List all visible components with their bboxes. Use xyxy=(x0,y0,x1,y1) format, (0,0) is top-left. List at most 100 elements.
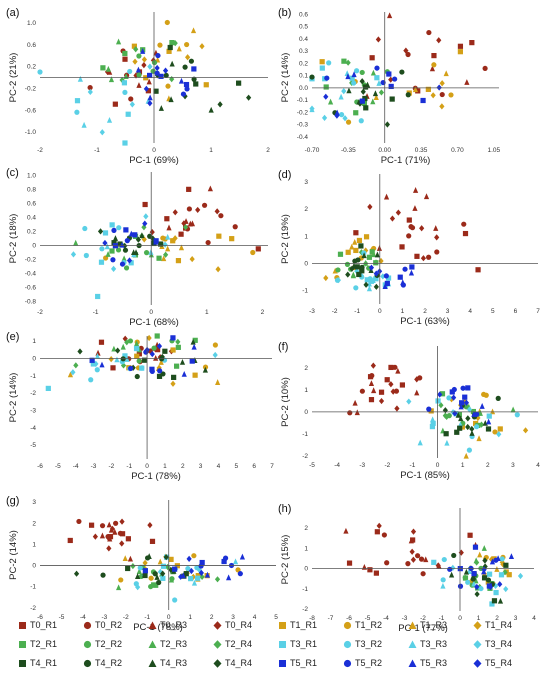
data-point xyxy=(104,243,110,250)
data-point xyxy=(212,351,218,359)
data-point xyxy=(483,392,489,398)
data-point xyxy=(235,567,241,573)
x-tick-label: -1 xyxy=(439,615,445,622)
legend-marker xyxy=(19,660,26,668)
x-tick-label: -2 xyxy=(420,615,426,622)
data-point xyxy=(198,563,204,569)
data-point xyxy=(135,584,141,591)
data-point xyxy=(423,193,430,200)
data-point xyxy=(442,407,448,414)
data-point xyxy=(89,357,95,363)
data-point xyxy=(158,105,164,111)
data-point xyxy=(393,388,400,394)
y-tick-label: -0.1 xyxy=(297,97,309,104)
data-point xyxy=(410,528,417,535)
data-point xyxy=(100,65,106,71)
data-point xyxy=(120,343,126,350)
data-point xyxy=(464,79,470,85)
legend-item: T1_R3 xyxy=(408,620,447,630)
data-point xyxy=(229,236,235,242)
data-point xyxy=(363,105,369,111)
data-point xyxy=(385,275,392,281)
x-tick-label: 0 xyxy=(378,308,382,315)
y-tick-label: -2 xyxy=(302,606,308,613)
data-point xyxy=(423,556,429,563)
x-tick-label: -4 xyxy=(73,463,79,470)
y-tick-label: 0.5 xyxy=(299,24,308,31)
data-point xyxy=(165,233,171,240)
data-point xyxy=(370,69,377,76)
data-point xyxy=(124,339,130,346)
data-point xyxy=(194,565,200,571)
data-point xyxy=(367,567,373,573)
legend-marker xyxy=(19,641,26,649)
data-point xyxy=(388,76,394,83)
data-point xyxy=(426,254,432,260)
data-point xyxy=(132,232,138,238)
x-tick-label: -5 xyxy=(59,614,65,621)
data-point xyxy=(105,251,111,257)
data-point xyxy=(497,426,503,432)
data-point xyxy=(486,583,492,589)
data-point xyxy=(366,254,372,260)
data-point xyxy=(406,398,412,405)
data-point xyxy=(465,579,471,585)
data-point xyxy=(122,50,128,57)
data-point xyxy=(202,366,208,373)
y-tick-label: -2 xyxy=(30,390,36,397)
x-tick-label: 7 xyxy=(536,308,540,315)
legend-item: T4_R3 xyxy=(148,658,187,668)
y-tick-label: 1 xyxy=(304,387,308,394)
data-point xyxy=(434,234,440,241)
data-point xyxy=(142,568,148,574)
data-point xyxy=(161,255,167,262)
y-tick-label: -0.4 xyxy=(297,134,309,141)
data-point xyxy=(324,75,330,81)
data-point xyxy=(45,385,51,392)
data-point xyxy=(406,217,412,223)
data-point xyxy=(460,385,466,391)
data-point xyxy=(410,537,416,543)
data-point xyxy=(477,551,483,558)
data-point xyxy=(496,431,502,438)
y-tick-label: -3 xyxy=(30,407,36,414)
data-point xyxy=(383,273,389,279)
x-tick-label: -2 xyxy=(384,462,390,469)
data-point xyxy=(147,100,153,107)
data-point xyxy=(106,116,113,123)
x-tick-label: -6 xyxy=(37,614,43,621)
data-point xyxy=(156,579,162,586)
legend-item: T2_R1 xyxy=(18,639,57,649)
data-point xyxy=(319,59,325,65)
data-point xyxy=(188,567,195,575)
data-point xyxy=(486,418,492,425)
data-point xyxy=(111,240,117,246)
x-tick-label: 2 xyxy=(210,614,214,621)
data-point xyxy=(174,363,180,369)
data-point xyxy=(67,371,74,378)
data-point xyxy=(186,186,192,192)
data-point xyxy=(94,352,101,359)
data-point xyxy=(175,338,181,345)
data-point xyxy=(134,340,140,347)
data-point xyxy=(204,571,211,578)
data-point xyxy=(435,398,441,404)
data-point xyxy=(482,65,488,72)
data-point xyxy=(503,562,509,568)
x-tick-label: 1 xyxy=(401,308,405,315)
y-tick-label: 2 xyxy=(304,206,308,213)
legend-item: T5_R2 xyxy=(343,658,382,668)
x-tick-label: -3 xyxy=(101,614,107,621)
data-point xyxy=(458,549,464,556)
data-point xyxy=(208,106,214,113)
data-point xyxy=(352,399,358,406)
data-point xyxy=(128,365,134,371)
data-point xyxy=(87,84,93,91)
data-point xyxy=(352,238,358,245)
data-point xyxy=(136,82,142,88)
data-point xyxy=(356,237,363,244)
data-point xyxy=(184,41,190,48)
x-tick-label: 2 xyxy=(486,462,490,469)
data-point xyxy=(111,345,117,352)
data-point xyxy=(151,582,157,588)
